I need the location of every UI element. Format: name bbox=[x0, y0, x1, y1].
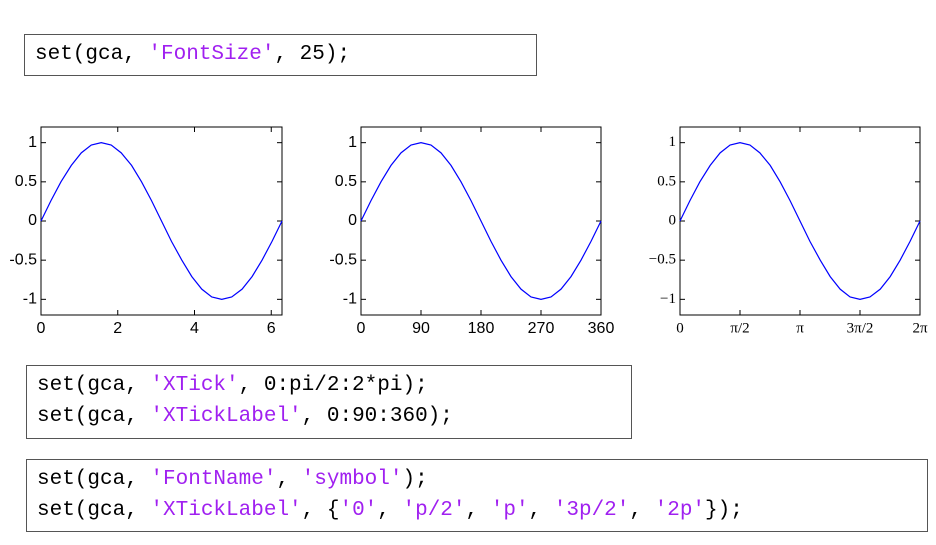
sine-line bbox=[679, 142, 921, 300]
code-string: '3p/2' bbox=[553, 499, 630, 522]
y-tick-label: 0.5 bbox=[15, 173, 37, 190]
sine-line bbox=[360, 142, 602, 300]
code-string: 'p/2' bbox=[402, 499, 466, 522]
code-text: , 0:pi/2:2*pi); bbox=[238, 374, 428, 397]
code-text: , { bbox=[301, 499, 340, 522]
y-tick-label: 0 bbox=[28, 212, 37, 229]
code-text: , bbox=[528, 499, 554, 522]
code-text: , bbox=[629, 499, 655, 522]
code-text: set(gca, bbox=[37, 405, 151, 428]
code-text: , bbox=[377, 499, 403, 522]
x-tick-label: π bbox=[796, 320, 804, 336]
code-string: 'FontSize' bbox=[148, 43, 275, 66]
code-line: set(gca, 'FontName', 'symbol'); bbox=[37, 464, 917, 495]
code-text: }); bbox=[705, 499, 743, 522]
x-tick-label: π/2 bbox=[730, 320, 749, 336]
y-tick-label: -1 bbox=[23, 291, 37, 308]
x-tick-label: 360 bbox=[588, 320, 615, 337]
y-tick-label: -1 bbox=[343, 291, 357, 308]
code-line: set(gca, 'XTickLabel', 0:90:360); bbox=[37, 401, 621, 432]
code-text: , 0:90:360); bbox=[301, 405, 453, 428]
code-text: , 25); bbox=[274, 43, 351, 66]
code-box: set(gca, 'FontSize', 25); bbox=[24, 34, 537, 76]
y-tick-label: 1 bbox=[348, 134, 357, 151]
y-tick-label: -0.5 bbox=[9, 251, 37, 268]
y-tick-label: 0.5 bbox=[335, 173, 357, 190]
code-string: 'p' bbox=[490, 499, 529, 522]
x-tick-label: 0 bbox=[676, 320, 684, 336]
x-tick-label: 180 bbox=[468, 320, 495, 337]
x-tick-label: 90 bbox=[412, 320, 430, 337]
code-text: ); bbox=[402, 468, 428, 491]
code-string: '0' bbox=[339, 499, 378, 522]
x-tick-label: 0 bbox=[357, 320, 366, 337]
code-box: set(gca, 'XTick', 0:pi/2:2*pi); set(gca, … bbox=[26, 365, 632, 439]
code-text: set(gca, bbox=[37, 468, 151, 491]
code-text: set(gca, bbox=[37, 374, 151, 397]
code-string: 'FontName' bbox=[150, 468, 277, 491]
x-tick-label: 2 bbox=[113, 320, 122, 337]
x-tick-label: 4 bbox=[190, 320, 199, 337]
x-tick-label: 6 bbox=[267, 320, 276, 337]
code-text: , bbox=[276, 468, 302, 491]
code-line: set(gca, 'FontSize', 25); bbox=[35, 39, 526, 70]
y-tick-label: 0 bbox=[669, 212, 677, 228]
y-tick-label: -0.5 bbox=[329, 251, 357, 268]
code-string: 'symbol' bbox=[301, 468, 403, 491]
y-tick-label: −1 bbox=[660, 291, 676, 307]
sine-line bbox=[40, 142, 283, 300]
x-tick-label: 270 bbox=[528, 320, 555, 337]
code-string: 'XTickLabel' bbox=[150, 499, 302, 522]
code-string: 'XTickLabel' bbox=[150, 405, 302, 428]
x-tick-label: 0 bbox=[37, 320, 46, 337]
code-line: set(gca, 'XTickLabel', {'0', 'p/2', 'p',… bbox=[37, 495, 917, 526]
code-string: 'XTick' bbox=[150, 374, 239, 397]
x-tick-label: 2π bbox=[912, 320, 928, 336]
code-text: , bbox=[465, 499, 491, 522]
code-string: '2p' bbox=[654, 499, 706, 522]
y-tick-label: 1 bbox=[669, 134, 677, 150]
y-tick-label: 1 bbox=[28, 134, 37, 151]
y-tick-label: 0 bbox=[348, 212, 357, 229]
code-box: set(gca, 'FontName', 'symbol'); set(gca, … bbox=[26, 459, 928, 532]
x-tick-label: 3π/2 bbox=[847, 320, 874, 336]
code-line: set(gca, 'XTick', 0:pi/2:2*pi); bbox=[37, 370, 621, 401]
y-tick-label: −0.5 bbox=[649, 252, 676, 268]
y-tick-label: 0.5 bbox=[657, 173, 676, 189]
code-text: set(gca, bbox=[37, 499, 151, 522]
code-text: set(gca, bbox=[35, 43, 149, 66]
